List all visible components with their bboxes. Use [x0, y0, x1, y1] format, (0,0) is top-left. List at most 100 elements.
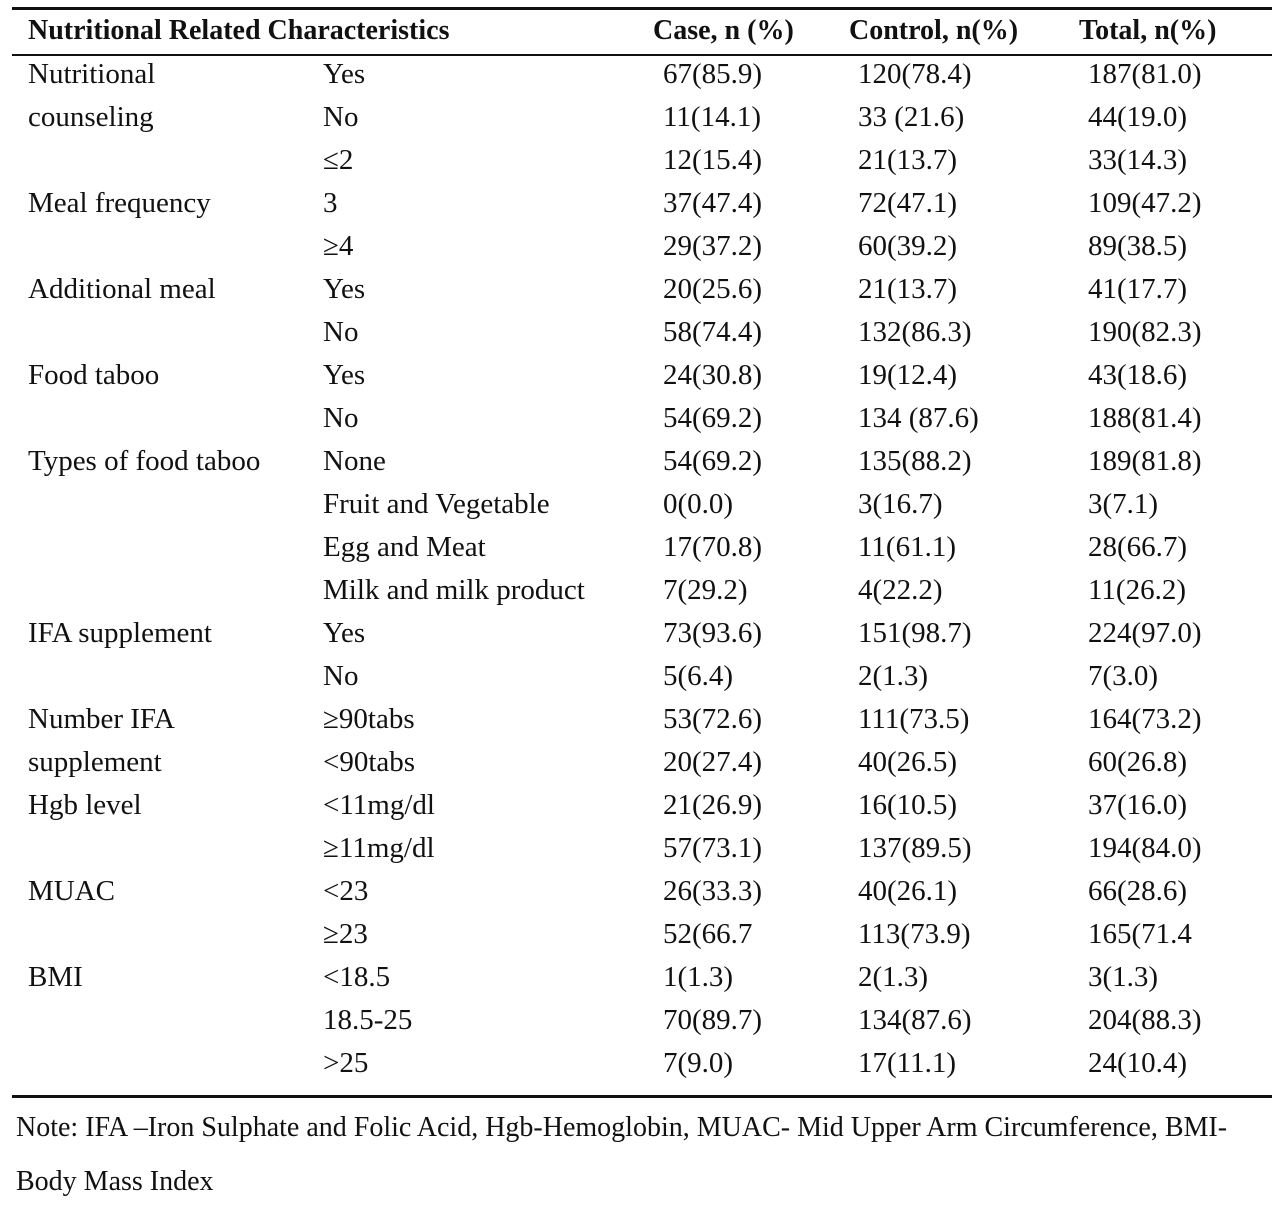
row-case-value: 37(47.4) [663, 187, 763, 219]
row-control-value: 120(78.4) [858, 58, 972, 90]
table-row: Nutritional Yes 67(85.9) 120(78.4) 187(81.0… [12, 56, 1272, 99]
row-control-value: 113(73.9) [858, 918, 971, 950]
row-control-value: 151(98.7) [858, 617, 972, 649]
row-case-value: 11(14.1) [663, 101, 761, 133]
table-row: IFA supplement Yes 73(93.6) 151(98.7) 224(9… [12, 615, 1272, 658]
table-row: Egg and Meat 17(70.8) 11(61.1) 28(66.7) [12, 529, 1272, 572]
row-category: <23 [323, 875, 369, 907]
row-characteristic: Meal frequency [28, 187, 211, 219]
header-characteristics: Nutritional Related Characteristics [28, 15, 450, 46]
row-control-value: 3(16.7) [858, 488, 943, 520]
row-characteristic: Hgb level [28, 789, 142, 821]
row-category: Yes [323, 273, 366, 305]
table-row: Fruit and Vegetable 0(0.0) 3(16.7) 3(7.1) [12, 486, 1272, 529]
table-top-rule [12, 7, 1272, 10]
table-row: Milk and milk product 7(29.2) 4(22.2) 11(2… [12, 572, 1272, 615]
row-category: ≥4 [323, 230, 354, 262]
row-total-value: 28(66.7) [1088, 531, 1188, 563]
row-category: 18.5-25 [323, 1004, 413, 1036]
row-category: <90tabs [323, 746, 416, 778]
row-control-value: 111(73.5) [858, 703, 970, 735]
row-case-value: 20(25.6) [663, 273, 763, 305]
row-characteristic: Types of food taboo [28, 445, 261, 477]
row-characteristic: Number IFA [28, 703, 175, 735]
row-category: Milk and milk product [323, 574, 585, 606]
table-row: ≤2 12(15.4) 21(13.7) 33(14.3) [12, 142, 1272, 185]
row-total-value: 164(73.2) [1088, 703, 1202, 735]
table-row: No 5(6.4) 2(1.3) 7(3.0) [12, 658, 1272, 701]
row-case-value: 67(85.9) [663, 58, 763, 90]
row-control-value: 4(22.2) [858, 574, 943, 606]
row-control-value: 134 (87.6) [858, 402, 979, 434]
row-control-value: 134(87.6) [858, 1004, 972, 1036]
row-total-value: 194(84.0) [1088, 832, 1202, 864]
row-category: ≥11mg/dl [323, 832, 435, 864]
row-case-value: 29(37.2) [663, 230, 763, 262]
row-case-value: 54(69.2) [663, 402, 763, 434]
row-category: None [323, 445, 386, 477]
table-row: ≥11mg/dl 57(73.1) 137(89.5) 194(84.0) [12, 830, 1272, 873]
row-total-value: 37(16.0) [1088, 789, 1188, 821]
row-case-value: 73(93.6) [663, 617, 763, 649]
table-body: Nutritional Yes 67(85.9) 120(78.4) 187(81.0… [12, 56, 1272, 1088]
row-control-value: 137(89.5) [858, 832, 972, 864]
row-total-value: 109(47.2) [1088, 187, 1202, 219]
header-total: Total, n(%) [1079, 15, 1217, 46]
table-row: No 54(69.2) 134 (87.6) 188(81.4) [12, 400, 1272, 443]
row-category: No [323, 660, 359, 692]
row-case-value: 7(29.2) [663, 574, 748, 606]
table-bottom-rule [12, 1095, 1272, 1098]
table-row: >25 7(9.0) 17(11.1) 24(10.4) [12, 1045, 1272, 1088]
row-total-value: 66(28.6) [1088, 875, 1188, 907]
row-total-value: 89(38.5) [1088, 230, 1188, 262]
row-characteristic: supplement [28, 746, 162, 778]
table-row: No 58(74.4) 132(86.3) 190(82.3) [12, 314, 1272, 357]
table-row: MUAC <23 26(33.3) 40(26.1) 66(28.6) [12, 873, 1272, 916]
row-total-value: 7(3.0) [1088, 660, 1159, 692]
row-total-value: 165(71.4 [1088, 918, 1192, 950]
row-total-value: 188(81.4) [1088, 402, 1202, 434]
row-case-value: 52(66.7 [663, 918, 753, 950]
row-category: ≥90tabs [323, 703, 415, 735]
row-case-value: 21(26.9) [663, 789, 763, 821]
row-case-value: 1(1.3) [663, 961, 734, 993]
row-total-value: 44(19.0) [1088, 101, 1188, 133]
row-case-value: 24(30.8) [663, 359, 763, 391]
row-characteristic: MUAC [28, 875, 116, 907]
row-control-value: 33 (21.6) [858, 101, 965, 133]
row-category: ≤2 [323, 144, 354, 176]
row-control-value: 21(13.7) [858, 144, 958, 176]
row-control-value: 40(26.1) [858, 875, 958, 907]
row-total-value: 11(26.2) [1088, 574, 1186, 606]
row-control-value: 19(12.4) [858, 359, 958, 391]
row-control-value: 17(11.1) [858, 1047, 956, 1079]
table-row: ≥23 52(66.7 113(73.9) 165(71.4 [12, 916, 1272, 959]
row-total-value: 189(81.8) [1088, 445, 1202, 477]
row-case-value: 0(0.0) [663, 488, 734, 520]
table-header-row: Nutritional Related Characteristics Case… [12, 11, 1272, 53]
row-characteristic: Additional meal [28, 273, 216, 305]
row-case-value: 53(72.6) [663, 703, 763, 735]
row-total-value: 41(17.7) [1088, 273, 1188, 305]
table-row: ≥4 29(37.2) 60(39.2) 89(38.5) [12, 228, 1272, 271]
row-control-value: 2(1.3) [858, 961, 929, 993]
table-row: counseling No 11(14.1) 33 (21.6) 44(19.0) [12, 99, 1272, 142]
table-row: BMI <18.5 1(1.3) 2(1.3) 3(1.3) [12, 959, 1272, 1002]
row-characteristic: IFA supplement [28, 617, 212, 649]
table-note: Note: IFA –Iron Sulphate and Folic Acid,… [16, 1112, 1228, 1197]
row-control-value: 11(61.1) [858, 531, 956, 563]
row-category: <18.5 [323, 961, 391, 993]
row-category: 3 [323, 187, 338, 219]
row-control-value: 135(88.2) [858, 445, 972, 477]
row-characteristic: counseling [28, 101, 154, 133]
table-row: Hgb level <11mg/dl 21(26.9) 16(10.5) 37(16.… [12, 787, 1272, 830]
header-control: Control, n(%) [849, 15, 1019, 46]
row-characteristic: BMI [28, 961, 83, 993]
row-category: Yes [323, 58, 366, 90]
row-total-value: 187(81.0) [1088, 58, 1202, 90]
row-case-value: 58(74.4) [663, 316, 763, 348]
row-case-value: 12(15.4) [663, 144, 763, 176]
row-category: Yes [323, 617, 366, 649]
row-category: >25 [323, 1047, 369, 1079]
row-case-value: 26(33.3) [663, 875, 763, 907]
